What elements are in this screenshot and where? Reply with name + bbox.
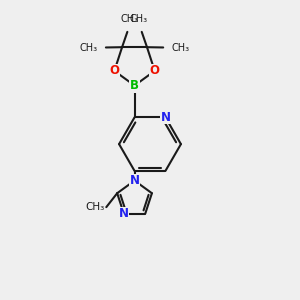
Text: O: O: [150, 64, 160, 77]
Text: CH₃: CH₃: [130, 14, 148, 24]
Text: N: N: [130, 174, 140, 187]
Text: N: N: [119, 207, 129, 220]
Text: B: B: [130, 79, 139, 92]
Text: CH₃: CH₃: [171, 43, 190, 52]
Text: CH₃: CH₃: [85, 202, 105, 212]
Text: O: O: [110, 64, 119, 77]
Text: CH₃: CH₃: [80, 43, 98, 52]
Text: CH₃: CH₃: [121, 14, 139, 24]
Text: N: N: [160, 111, 170, 124]
